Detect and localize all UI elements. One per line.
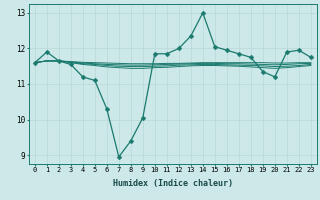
X-axis label: Humidex (Indice chaleur): Humidex (Indice chaleur)	[113, 179, 233, 188]
